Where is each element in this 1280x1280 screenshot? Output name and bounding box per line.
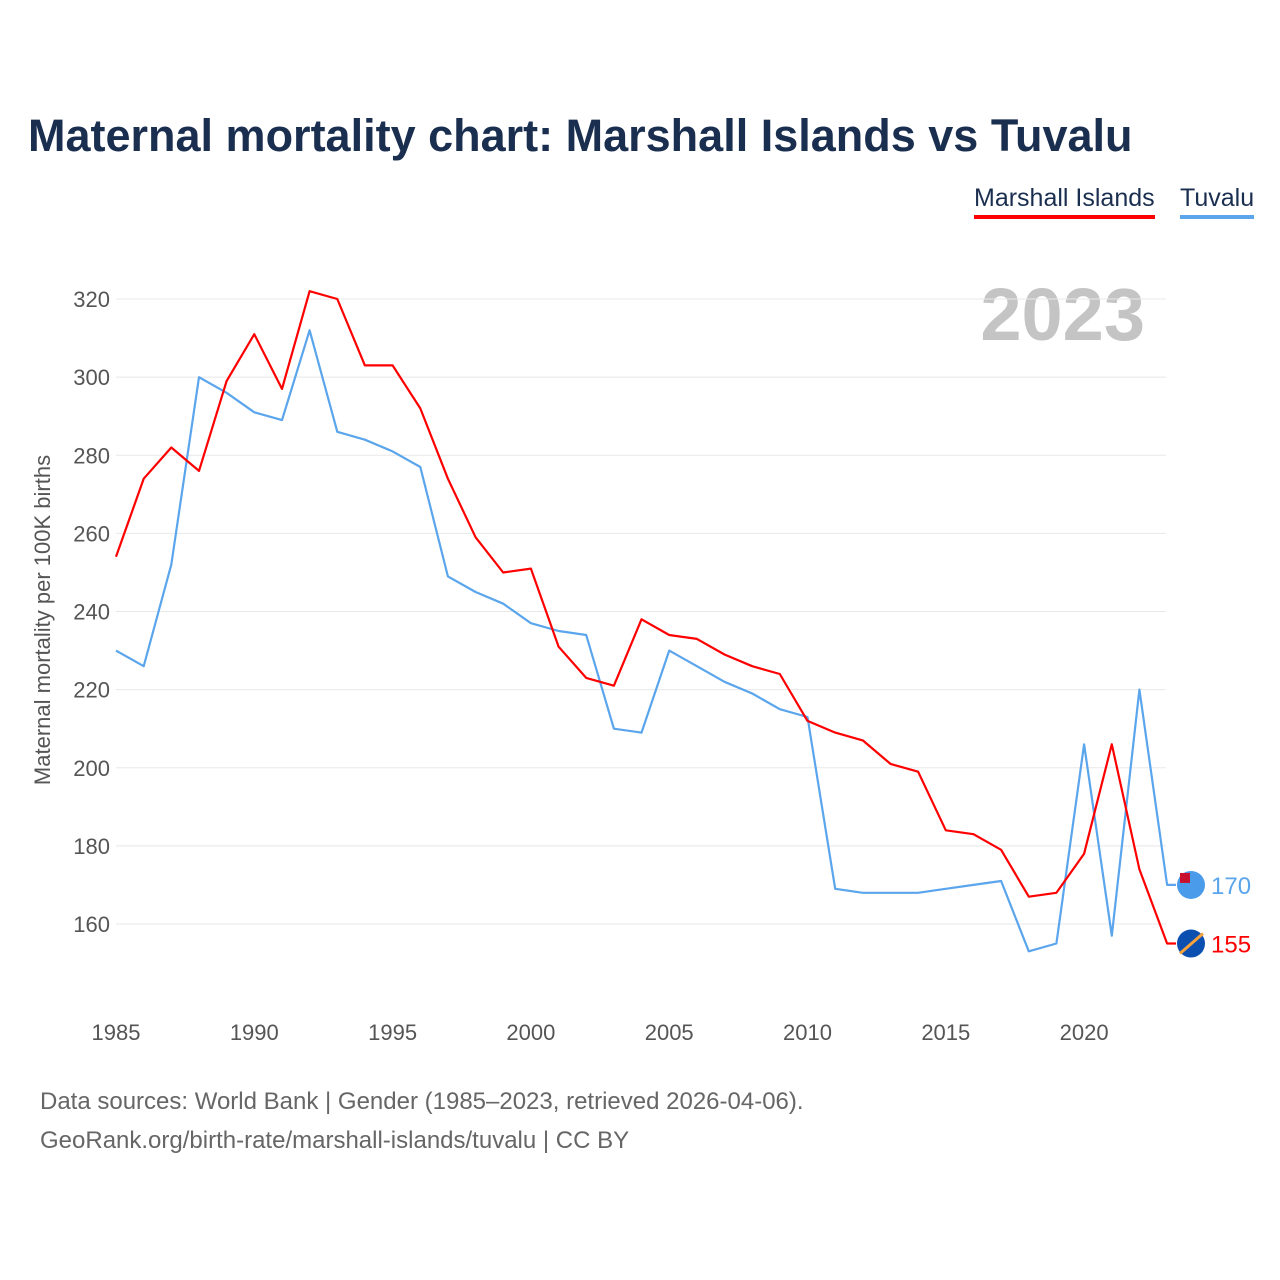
- x-tick-label: 2015: [921, 1020, 970, 1045]
- y-tick-label: 320: [73, 287, 110, 312]
- x-tick-label: 2010: [783, 1020, 832, 1045]
- x-tick-label: 2000: [506, 1020, 555, 1045]
- year-watermark: 2023: [980, 273, 1145, 356]
- series-line-tuvalu: [115, 329, 1176, 953]
- series-line-marshall-islands: [114, 290, 1176, 945]
- flag-stripe-icon: [1179, 932, 1204, 955]
- y-tick-label: 260: [73, 521, 110, 546]
- x-tick-label: 2005: [645, 1020, 694, 1045]
- chart-title: Maternal mortality chart: Marshall Islan…: [28, 110, 1133, 161]
- y-axis-label: Maternal mortality per 100K births: [30, 455, 55, 785]
- y-tick-label: 300: [73, 365, 110, 390]
- y-tick-label: 220: [73, 678, 110, 703]
- y-tick-label: 200: [73, 756, 110, 781]
- x-tick-label: 2020: [1060, 1020, 1109, 1045]
- footer-sources: Data sources: World Bank | Gender (1985–…: [40, 1088, 804, 1115]
- y-tick-label: 180: [73, 834, 110, 859]
- y-tick-label: 240: [73, 600, 110, 625]
- y-tick-label: 280: [73, 443, 110, 468]
- legend-marshall-islands[interactable]: Marshall Islands: [974, 184, 1155, 219]
- footer-link[interactable]: GeoRank.org/birth-rate/marshall-islands/…: [40, 1127, 630, 1154]
- flag-union-jack-icon: [1180, 872, 1190, 883]
- x-tick-label: 1985: [92, 1020, 141, 1045]
- end-value-label: 170: [1211, 873, 1251, 900]
- end-value-label: 155: [1211, 932, 1251, 959]
- legend-tuvalu[interactable]: Tuvalu: [1180, 184, 1255, 219]
- y-tick-label: 160: [73, 912, 110, 937]
- x-tick-label: 1995: [368, 1020, 417, 1045]
- x-tick-label: 1990: [230, 1020, 279, 1045]
